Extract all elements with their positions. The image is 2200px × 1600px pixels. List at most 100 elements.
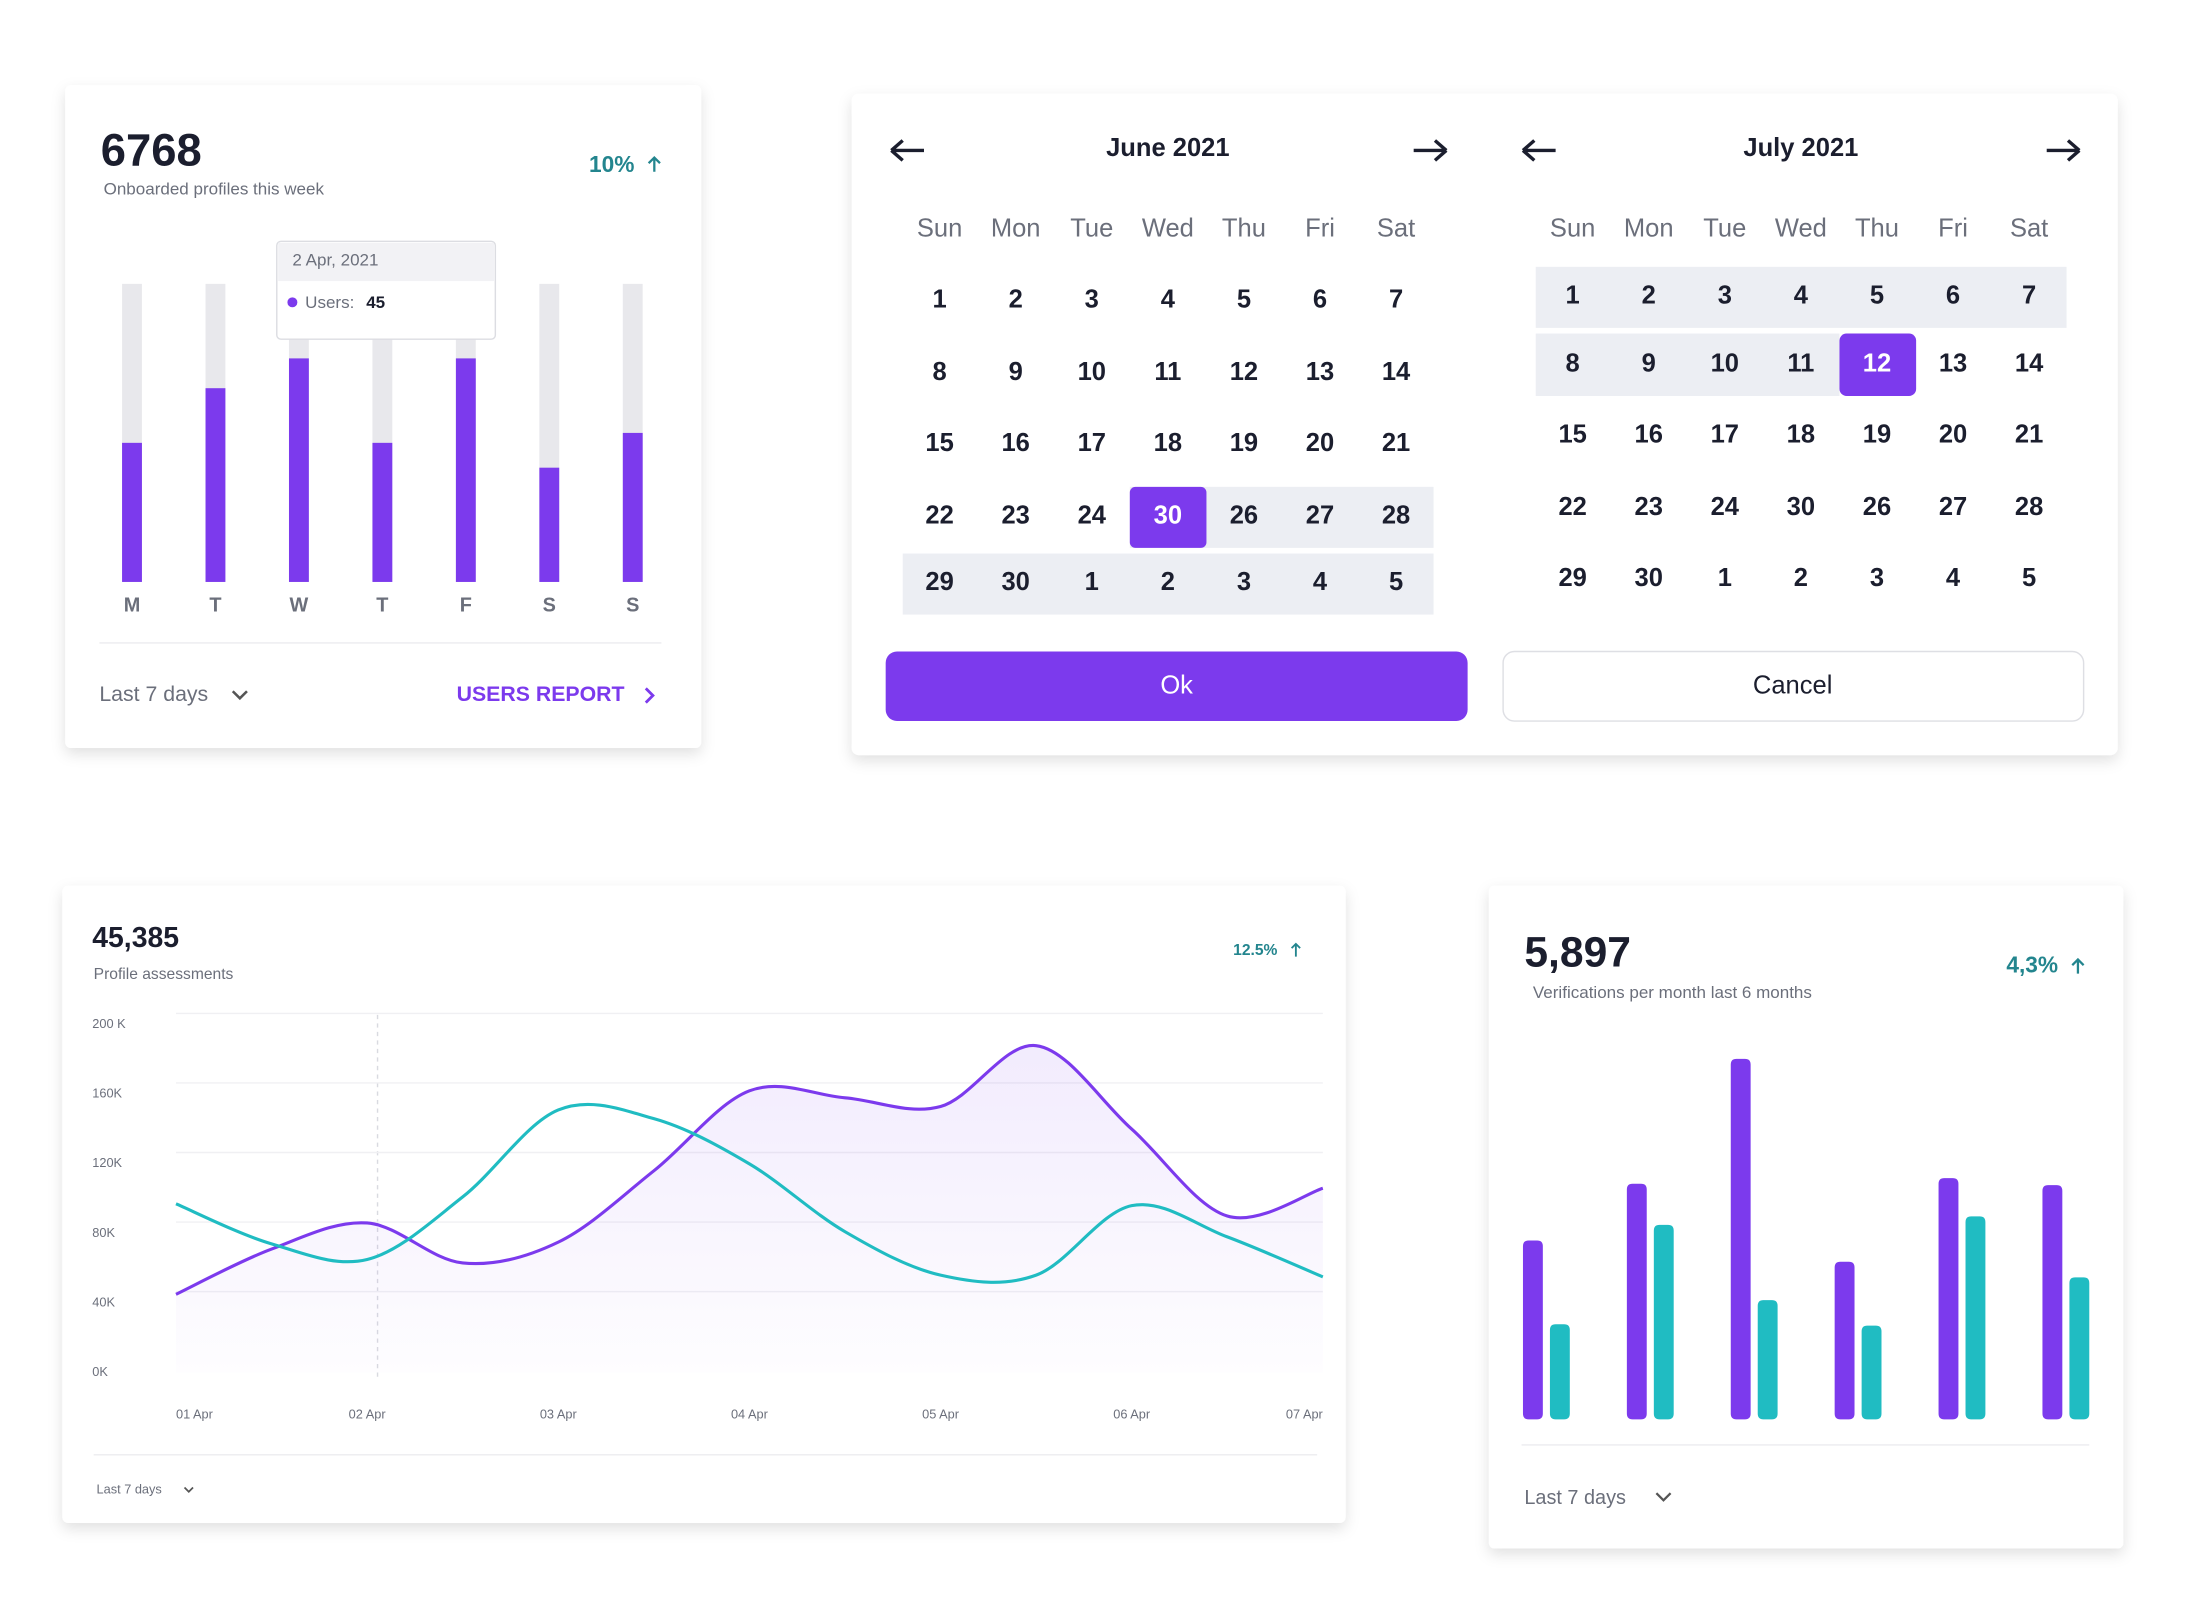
prev-month[interactable] bbox=[890, 139, 924, 162]
up-arrow bbox=[1290, 942, 1301, 957]
day[interactable]: 9 bbox=[1642, 350, 1656, 378]
range-select[interactable]: Last 7 days bbox=[99, 682, 208, 706]
day[interactable]: 30 bbox=[1635, 564, 1663, 592]
x-tick-label: S bbox=[626, 594, 639, 616]
day[interactable]: 19 bbox=[1863, 420, 1891, 448]
day[interactable]: 22 bbox=[1558, 493, 1586, 521]
day[interactable]: 14 bbox=[1382, 358, 1411, 386]
day[interactable]: 12 bbox=[1863, 350, 1891, 378]
day[interactable]: 3 bbox=[1870, 564, 1884, 592]
bar bbox=[622, 432, 643, 582]
day[interactable]: 2 bbox=[1161, 568, 1175, 596]
day[interactable]: 5 bbox=[1870, 281, 1884, 309]
day[interactable]: 1 bbox=[1718, 564, 1732, 592]
day[interactable]: 11 bbox=[1787, 350, 1814, 378]
day[interactable]: 6 bbox=[1313, 286, 1327, 314]
x-tick-label: 04 Apr bbox=[731, 1406, 769, 1421]
day[interactable]: 4 bbox=[1313, 568, 1328, 596]
weekday: Thu bbox=[1855, 215, 1899, 243]
change: 4,3% bbox=[2006, 952, 2058, 978]
x-tick-label: T bbox=[209, 594, 221, 616]
day[interactable]: 20 bbox=[1306, 429, 1334, 457]
day[interactable]: 3 bbox=[1718, 281, 1732, 309]
day[interactable]: 13 bbox=[1939, 350, 1967, 378]
day[interactable]: 7 bbox=[2022, 281, 2036, 309]
day[interactable]: 17 bbox=[1711, 420, 1739, 448]
bar bbox=[1965, 1216, 1986, 1420]
plot: 0K 40K 80K 120K 160K 200 K 01 Apr 02 Apr 03 Apr 0… bbox=[92, 1012, 1324, 1421]
day[interactable]: 23 bbox=[1001, 501, 1029, 529]
day[interactable]: 13 bbox=[1306, 358, 1334, 386]
day[interactable]: 14 bbox=[2015, 350, 2044, 378]
day[interactable]: 4 bbox=[1161, 286, 1176, 314]
range-select[interactable]: Last 7 days bbox=[97, 1482, 162, 1497]
range-select[interactable]: Last 7 days bbox=[1524, 1487, 1626, 1509]
plot bbox=[1522, 1058, 2090, 1420]
day[interactable]: 2 bbox=[1009, 286, 1023, 314]
month-title: July 2021 bbox=[1743, 134, 1858, 162]
day[interactable]: 16 bbox=[1635, 420, 1663, 448]
day[interactable]: 26 bbox=[1230, 501, 1258, 529]
day[interactable]: 4 bbox=[1794, 281, 1809, 309]
day[interactable]: 30 bbox=[1001, 568, 1029, 596]
day[interactable]: 15 bbox=[925, 429, 953, 457]
next-month[interactable] bbox=[2046, 139, 2081, 162]
day[interactable]: 21 bbox=[1382, 429, 1410, 457]
day[interactable]: 10 bbox=[1078, 358, 1106, 386]
day[interactable]: 5 bbox=[1237, 286, 1251, 314]
tooltip-dot bbox=[287, 297, 298, 308]
day[interactable]: 24 bbox=[1711, 493, 1740, 521]
day[interactable]: 29 bbox=[1558, 564, 1586, 592]
day[interactable]: 12 bbox=[1230, 358, 1258, 386]
day[interactable]: 15 bbox=[1558, 420, 1586, 448]
day[interactable]: 1 bbox=[1566, 281, 1580, 309]
day[interactable]: 19 bbox=[1230, 429, 1258, 457]
day[interactable]: 1 bbox=[933, 286, 947, 314]
day[interactable]: 29 bbox=[925, 568, 953, 596]
day[interactable]: 30 bbox=[1787, 493, 1815, 521]
bar bbox=[122, 442, 142, 582]
day[interactable]: 27 bbox=[1306, 501, 1334, 529]
day[interactable]: 22 bbox=[925, 501, 953, 529]
day[interactable]: 18 bbox=[1787, 420, 1815, 448]
day[interactable]: 28 bbox=[2015, 493, 2043, 521]
day[interactable]: 2 bbox=[1794, 564, 1808, 592]
day[interactable]: 20 bbox=[1939, 420, 1967, 448]
day[interactable]: 26 bbox=[1863, 493, 1891, 521]
bar bbox=[455, 358, 476, 582]
day[interactable]: 5 bbox=[1389, 568, 1403, 596]
prev-month[interactable] bbox=[1521, 139, 1556, 162]
day[interactable]: 8 bbox=[933, 358, 947, 386]
x-tick-label: M bbox=[124, 594, 141, 616]
day[interactable]: 10 bbox=[1711, 350, 1739, 378]
next-month[interactable] bbox=[1413, 139, 1448, 162]
day[interactable]: 3 bbox=[1237, 568, 1251, 596]
day[interactable]: 23 bbox=[1635, 493, 1663, 521]
day[interactable]: 18 bbox=[1154, 429, 1182, 457]
day[interactable]: 21 bbox=[2015, 420, 2043, 448]
report-link[interactable]: USERS REPORT bbox=[457, 682, 625, 706]
day[interactable]: 17 bbox=[1078, 429, 1106, 457]
day[interactable]: 11 bbox=[1154, 358, 1181, 386]
cancel-button[interactable] bbox=[1502, 650, 2085, 722]
day[interactable]: 24 bbox=[1078, 501, 1107, 529]
ok-label: Ok bbox=[1160, 672, 1193, 700]
day[interactable]: 27 bbox=[1939, 493, 1967, 521]
bar bbox=[1938, 1178, 1959, 1420]
day[interactable]: 4 bbox=[1946, 564, 1961, 592]
weekday: Mon bbox=[991, 215, 1041, 243]
day[interactable]: 2 bbox=[1642, 281, 1656, 309]
ok-button[interactable] bbox=[885, 651, 1468, 722]
day[interactable]: 5 bbox=[2022, 564, 2036, 592]
day[interactable]: 9 bbox=[1009, 358, 1023, 386]
day[interactable]: 7 bbox=[1389, 286, 1403, 314]
day[interactable]: 3 bbox=[1085, 286, 1099, 314]
bar bbox=[1626, 1183, 1647, 1420]
day[interactable]: 1 bbox=[1085, 568, 1099, 596]
day[interactable]: 16 bbox=[1001, 429, 1029, 457]
day[interactable]: 8 bbox=[1566, 350, 1580, 378]
up-arrow bbox=[647, 155, 661, 172]
day[interactable]: 28 bbox=[1382, 501, 1410, 529]
day[interactable]: 6 bbox=[1946, 281, 1960, 309]
day[interactable]: 30 bbox=[1154, 501, 1182, 529]
